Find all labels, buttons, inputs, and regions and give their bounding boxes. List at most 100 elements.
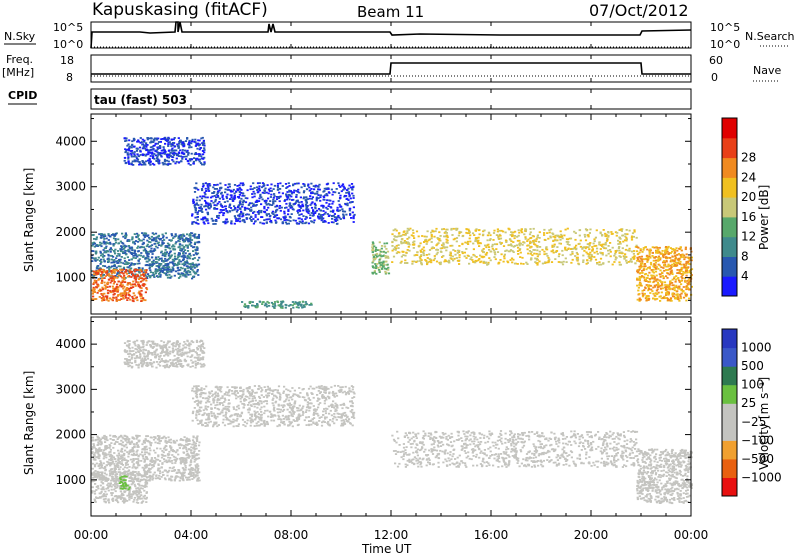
echo-cell bbox=[564, 228, 567, 231]
echo-cell bbox=[148, 245, 151, 248]
echo-cell bbox=[117, 274, 120, 277]
echo-cell bbox=[445, 249, 448, 252]
echo-cell bbox=[384, 270, 387, 273]
echo-cell bbox=[655, 251, 658, 254]
echo-cell bbox=[289, 190, 292, 192]
echo-cell bbox=[564, 257, 567, 260]
echo-cell bbox=[426, 263, 429, 266]
echo-cell bbox=[279, 188, 282, 190]
echo-cell bbox=[342, 217, 346, 220]
echo-cell bbox=[165, 139, 168, 142]
echo-cell bbox=[428, 249, 432, 251]
echo-cell bbox=[426, 230, 429, 233]
echo-cell bbox=[321, 218, 324, 221]
echo-cell bbox=[92, 275, 95, 278]
echo-cell bbox=[473, 254, 476, 257]
echo-cell bbox=[550, 250, 553, 253]
echo-cell bbox=[533, 252, 536, 255]
echo-cell bbox=[163, 158, 167, 161]
echo-cell bbox=[126, 441, 129, 444]
echo-cell bbox=[193, 235, 196, 238]
echo-cell bbox=[652, 268, 655, 271]
echo-cell bbox=[268, 203, 271, 206]
echo-cell bbox=[317, 197, 320, 200]
echo-cell bbox=[436, 251, 439, 254]
echo-cell bbox=[161, 260, 164, 262]
echo-cell bbox=[545, 246, 548, 248]
echo-cell bbox=[160, 263, 163, 265]
echo-cell bbox=[177, 237, 180, 240]
echo-cell bbox=[670, 269, 673, 272]
echo-cell bbox=[565, 238, 569, 241]
echo-cell bbox=[675, 293, 678, 296]
echo-cell bbox=[635, 250, 639, 253]
echo-cell bbox=[212, 219, 215, 222]
echo-cell bbox=[198, 471, 201, 474]
echo-cell bbox=[318, 188, 321, 191]
nsearch-bottom-label: 10^0 bbox=[710, 38, 740, 51]
echo-cell bbox=[645, 299, 648, 302]
echo-cell bbox=[297, 182, 300, 185]
echo-cell bbox=[270, 221, 273, 224]
echo-cell bbox=[271, 210, 274, 213]
echo-cell bbox=[173, 235, 176, 238]
echo-cell bbox=[145, 279, 148, 282]
echo-cell bbox=[120, 298, 123, 300]
echo-cell bbox=[404, 232, 407, 235]
echo-cell bbox=[430, 261, 433, 264]
echo-cell bbox=[413, 260, 416, 263]
echo-cell bbox=[151, 148, 154, 151]
echo-cell bbox=[216, 208, 219, 210]
echo-cell bbox=[296, 222, 299, 225]
echo-cell bbox=[176, 153, 179, 155]
echo-cell bbox=[548, 229, 551, 232]
echo-cell bbox=[378, 249, 381, 251]
echo-cell bbox=[114, 238, 117, 240]
echo-cell bbox=[333, 218, 336, 221]
echo-cell bbox=[620, 230, 623, 232]
echo-cell bbox=[391, 233, 394, 236]
echo-cell bbox=[113, 261, 116, 263]
echo-cell bbox=[382, 254, 385, 257]
echo-cell bbox=[598, 263, 601, 266]
echo-cell bbox=[182, 233, 185, 236]
echo-cell bbox=[526, 240, 529, 242]
echo-cell bbox=[329, 210, 332, 213]
echo-cell bbox=[680, 276, 683, 278]
echo-cell bbox=[415, 261, 418, 263]
echo-cell bbox=[341, 184, 344, 187]
echo-cell bbox=[671, 278, 674, 281]
echo-cell bbox=[226, 211, 229, 214]
echo-cell bbox=[314, 210, 317, 213]
echo-cell bbox=[400, 240, 403, 243]
echo-cell bbox=[581, 248, 584, 250]
echo-cell bbox=[685, 299, 688, 302]
echo-cell bbox=[655, 284, 658, 286]
echo-cell bbox=[491, 247, 494, 250]
echo-cell bbox=[242, 183, 245, 186]
echo-cell bbox=[619, 237, 622, 240]
echo-cell bbox=[170, 234, 174, 237]
echo-cell bbox=[482, 251, 485, 253]
echo-cell bbox=[545, 247, 548, 250]
echo-cell bbox=[122, 242, 125, 245]
echo-cell bbox=[499, 243, 502, 245]
echo-cell bbox=[278, 191, 281, 194]
echo-cell bbox=[138, 258, 141, 260]
echo-cell bbox=[131, 144, 134, 147]
echo-cell bbox=[239, 182, 242, 185]
echo-cell bbox=[685, 288, 688, 291]
echo-cell bbox=[251, 196, 254, 199]
echo-cell bbox=[331, 215, 334, 217]
echo-cell bbox=[168, 270, 171, 273]
echo-cell bbox=[181, 248, 184, 250]
echo-cell bbox=[202, 153, 205, 156]
echo-cell bbox=[371, 272, 374, 275]
echo-cell bbox=[177, 142, 181, 145]
echo-cell bbox=[243, 194, 246, 197]
echo-cell bbox=[110, 258, 113, 261]
echo-cell bbox=[246, 213, 249, 216]
echo-cell bbox=[170, 233, 173, 235]
echo-cell bbox=[667, 269, 670, 271]
echo-cell bbox=[198, 155, 201, 157]
